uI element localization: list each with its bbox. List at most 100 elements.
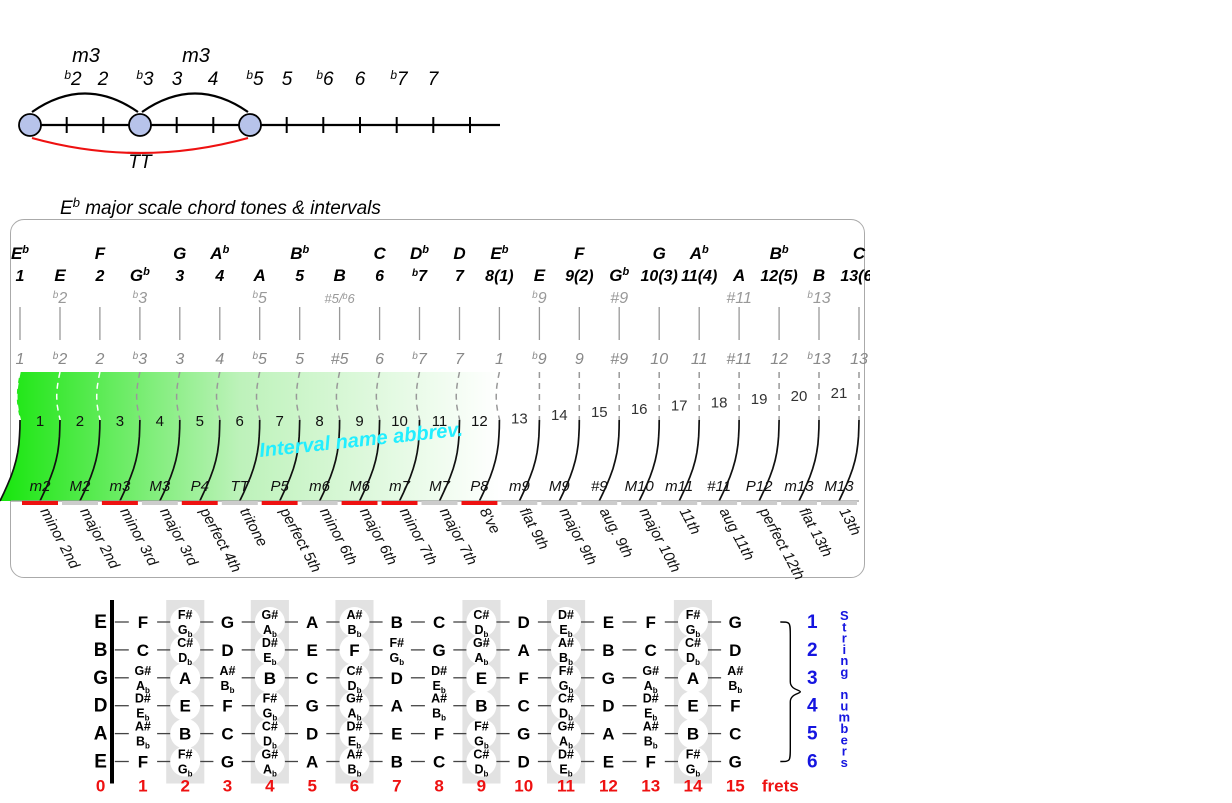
svg-text:m13: m13 bbox=[784, 478, 814, 495]
svg-text:A#: A# bbox=[727, 664, 743, 678]
svg-text:F#: F# bbox=[474, 720, 489, 734]
svg-text:#9: #9 bbox=[591, 478, 608, 495]
svg-text:major 3rd: major 3rd bbox=[156, 505, 201, 570]
svg-text:A#: A# bbox=[347, 608, 363, 622]
svg-text:7: 7 bbox=[392, 777, 401, 796]
svg-text:M9: M9 bbox=[549, 478, 570, 495]
svg-text:F: F bbox=[434, 725, 444, 744]
svg-text:F#: F# bbox=[263, 692, 278, 706]
svg-text:tritone: tritone bbox=[236, 505, 271, 550]
svg-text:6: 6 bbox=[236, 413, 244, 430]
svg-text:D#: D# bbox=[558, 608, 574, 622]
svg-text:Bb: Bb bbox=[644, 735, 658, 751]
svg-text:major 9th: major 9th bbox=[556, 505, 600, 568]
svg-text:A#: A# bbox=[347, 748, 363, 762]
svg-text:A: A bbox=[179, 669, 191, 688]
svg-text:D: D bbox=[94, 696, 108, 717]
svg-text:A#: A# bbox=[135, 720, 151, 734]
svg-text:F#: F# bbox=[178, 608, 193, 622]
svg-text:Bb: Bb bbox=[136, 735, 150, 751]
svg-text:C: C bbox=[645, 641, 657, 660]
svg-text:D#: D# bbox=[431, 664, 447, 678]
svg-text:G: G bbox=[221, 753, 234, 772]
svg-text:E: E bbox=[94, 752, 107, 773]
svg-text:A#: A# bbox=[220, 664, 236, 678]
svg-text:M6: M6 bbox=[349, 478, 370, 495]
svg-text:G: G bbox=[306, 697, 319, 716]
svg-text:G#: G# bbox=[262, 608, 279, 622]
svg-text:8: 8 bbox=[315, 413, 323, 430]
svg-text:A: A bbox=[306, 613, 318, 632]
svg-text:G#: G# bbox=[346, 692, 363, 706]
svg-text:11: 11 bbox=[557, 777, 575, 796]
svg-text:12: 12 bbox=[599, 777, 618, 796]
svg-text:D: D bbox=[221, 641, 233, 660]
svg-text:G: G bbox=[729, 753, 742, 772]
svg-text:C: C bbox=[306, 669, 318, 688]
svg-text:G#: G# bbox=[262, 748, 279, 762]
svg-text:A#: A# bbox=[431, 692, 447, 706]
svg-text:minor 2nd: minor 2nd bbox=[36, 505, 83, 572]
svg-text:b6: b6 bbox=[316, 68, 334, 90]
svg-text:M10: M10 bbox=[625, 478, 655, 495]
svg-text:m3: m3 bbox=[72, 45, 100, 67]
svg-text:aug. 9th: aug. 9th bbox=[596, 505, 636, 561]
svg-text:b5: b5 bbox=[246, 68, 264, 90]
svg-text:C: C bbox=[433, 613, 445, 632]
svg-text:F: F bbox=[646, 753, 656, 772]
svg-text:flat 13th: flat 13th bbox=[795, 505, 835, 560]
svg-text:B: B bbox=[687, 725, 699, 744]
svg-text:aug 11th: aug 11th bbox=[716, 505, 758, 564]
svg-text:D: D bbox=[729, 641, 741, 660]
svg-text:11th: 11th bbox=[676, 505, 704, 538]
svg-text:B: B bbox=[391, 613, 403, 632]
svg-text:G: G bbox=[93, 668, 108, 689]
svg-text:B: B bbox=[391, 753, 403, 772]
svg-text:13: 13 bbox=[641, 777, 660, 796]
svg-text:G#: G# bbox=[473, 636, 490, 650]
svg-text:E: E bbox=[476, 669, 487, 688]
svg-text:20: 20 bbox=[791, 388, 808, 405]
svg-text:P5: P5 bbox=[271, 478, 290, 495]
svg-text:16: 16 bbox=[631, 401, 648, 418]
svg-text:F#: F# bbox=[390, 636, 405, 650]
svg-text:m9: m9 bbox=[509, 478, 530, 495]
svg-text:A: A bbox=[94, 724, 108, 745]
svg-text:3: 3 bbox=[172, 69, 183, 90]
svg-text:2: 2 bbox=[76, 413, 84, 430]
svg-text:Gb: Gb bbox=[389, 651, 404, 667]
svg-text:D: D bbox=[602, 697, 614, 716]
svg-text:6: 6 bbox=[355, 69, 366, 90]
svg-text:A: A bbox=[391, 697, 403, 716]
svg-text:8: 8 bbox=[434, 777, 443, 796]
svg-text:7: 7 bbox=[276, 413, 284, 430]
svg-text:b7: b7 bbox=[390, 68, 409, 90]
svg-text:A: A bbox=[518, 641, 530, 660]
svg-text:P12: P12 bbox=[746, 478, 773, 495]
svg-text:1: 1 bbox=[36, 413, 44, 430]
svg-text:10: 10 bbox=[514, 777, 533, 796]
svg-text:1: 1 bbox=[807, 612, 818, 633]
svg-text:4: 4 bbox=[156, 413, 164, 430]
svg-text:C: C bbox=[221, 725, 233, 744]
svg-text:frets: frets bbox=[762, 777, 799, 796]
svg-text:flat 9th: flat 9th bbox=[516, 505, 552, 553]
svg-text:13: 13 bbox=[511, 410, 528, 427]
svg-text:m2: m2 bbox=[30, 478, 51, 495]
svg-text:D#: D# bbox=[262, 636, 278, 650]
svg-text:8've: 8've bbox=[476, 505, 504, 537]
svg-text:12: 12 bbox=[471, 413, 488, 430]
svg-text:C#: C# bbox=[473, 748, 489, 762]
svg-text:15: 15 bbox=[591, 404, 608, 421]
svg-text:b2: b2 bbox=[64, 68, 82, 90]
svg-text:D: D bbox=[306, 725, 318, 744]
svg-text:2: 2 bbox=[97, 69, 109, 90]
svg-text:g: g bbox=[840, 665, 848, 680]
svg-text:F#: F# bbox=[178, 748, 193, 762]
svg-text:1: 1 bbox=[138, 777, 147, 796]
svg-text:F: F bbox=[138, 753, 148, 772]
svg-text:F#: F# bbox=[686, 748, 701, 762]
svg-text:G#: G# bbox=[642, 664, 659, 678]
svg-text:TT: TT bbox=[231, 478, 251, 495]
svg-text:F: F bbox=[138, 613, 148, 632]
